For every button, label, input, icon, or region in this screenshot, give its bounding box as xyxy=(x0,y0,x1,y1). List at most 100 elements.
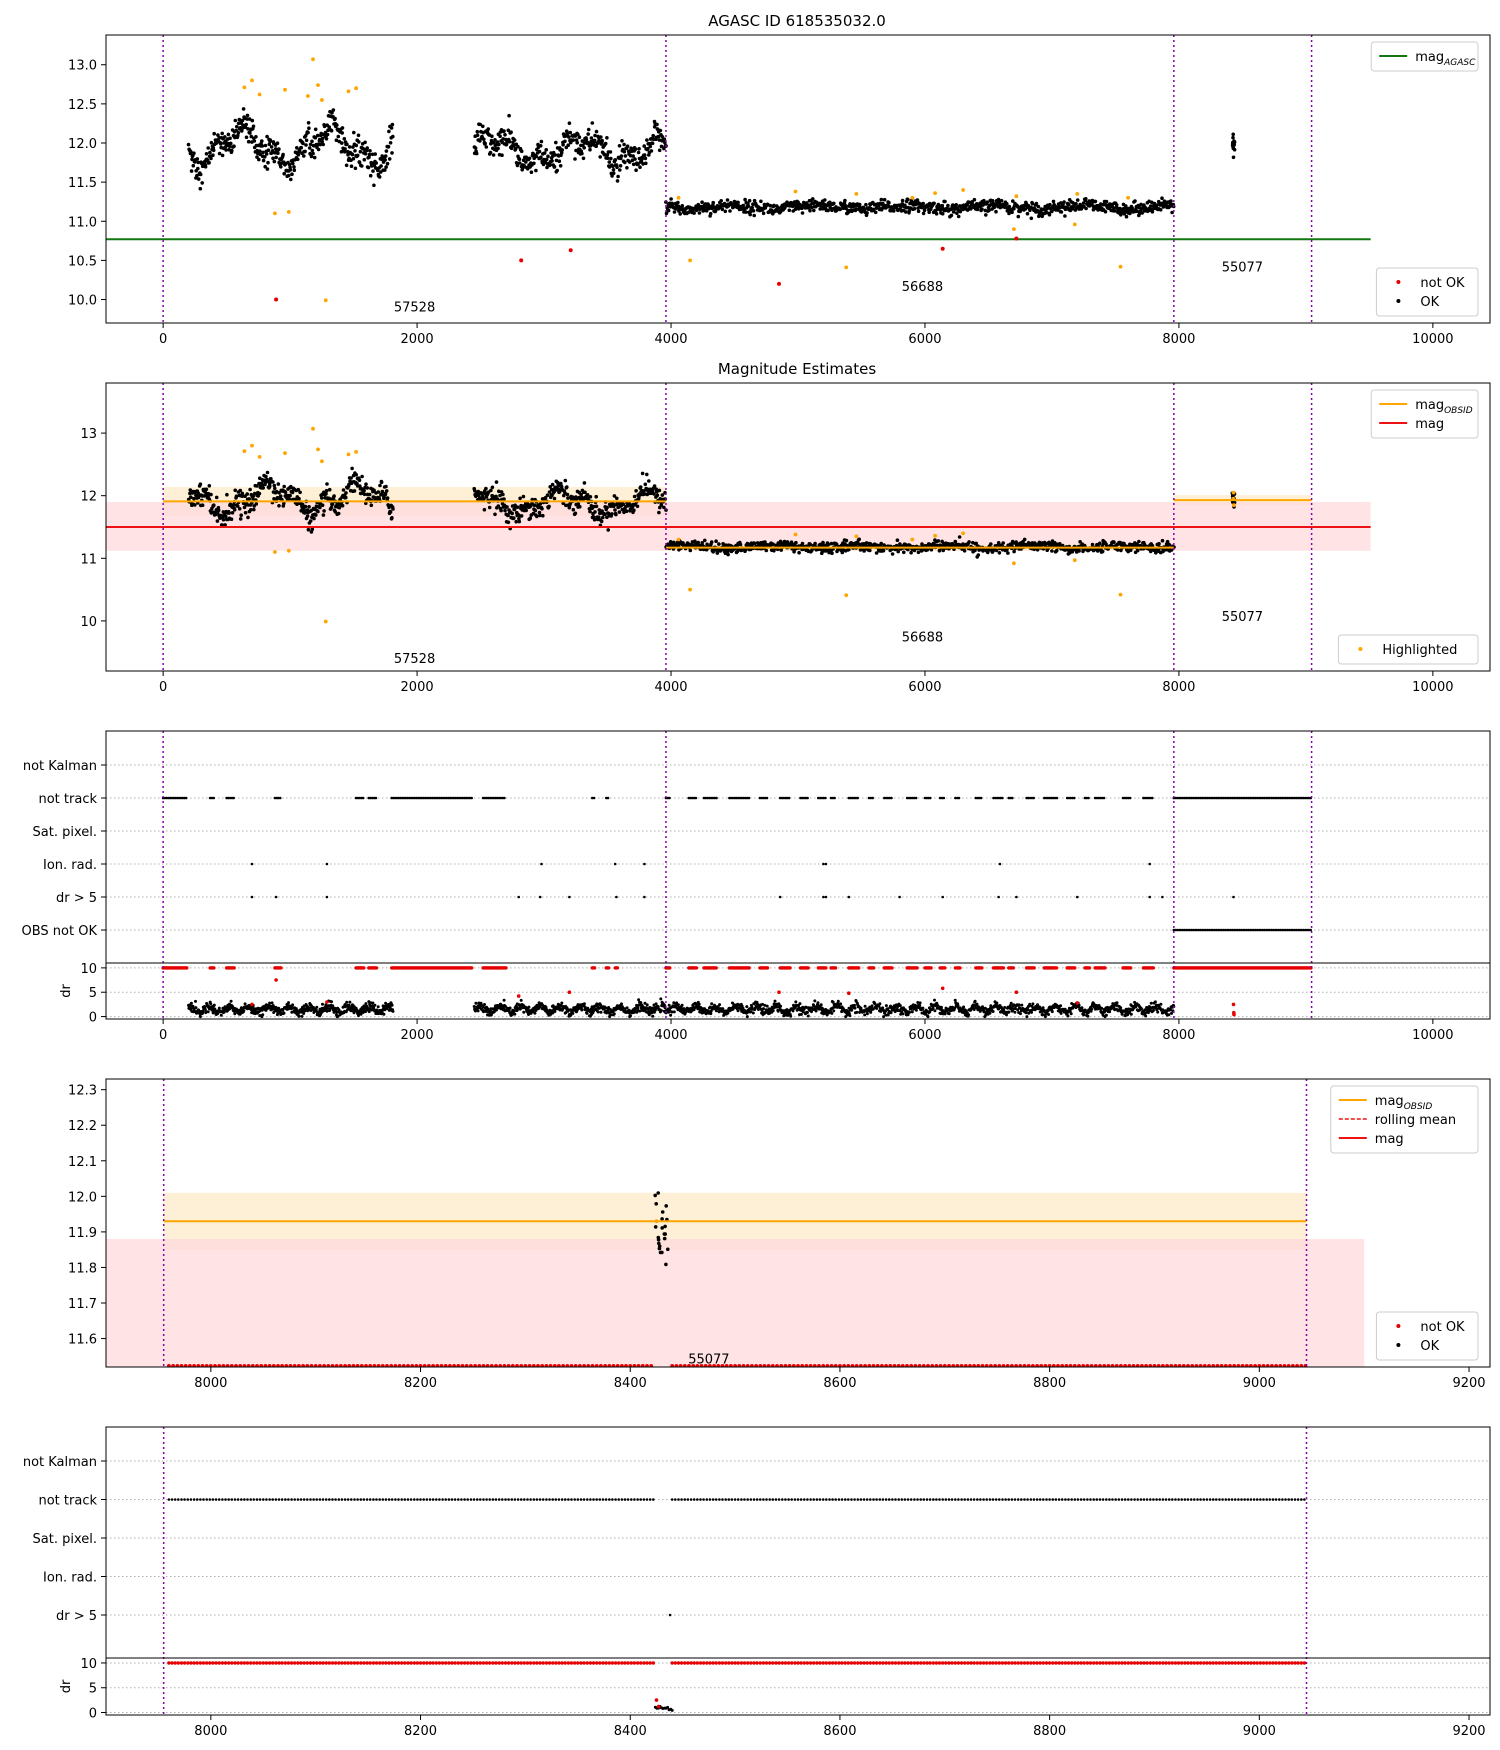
ok-point xyxy=(891,209,896,213)
ok-point xyxy=(384,165,388,169)
ok-point xyxy=(638,165,642,169)
ok-point xyxy=(334,138,339,142)
ok-point xyxy=(1114,203,1119,207)
ok-point xyxy=(1135,548,1140,553)
ok-point xyxy=(240,491,245,496)
ok-point xyxy=(220,153,225,158)
ok-point xyxy=(1048,202,1052,207)
flag-point xyxy=(1206,796,1209,800)
ok-point xyxy=(1050,549,1054,553)
ok-point xyxy=(631,162,636,167)
ok-point xyxy=(771,542,775,546)
ok-point xyxy=(474,151,479,156)
dr-point xyxy=(206,1010,210,1014)
ok-point xyxy=(994,209,998,214)
ok-point xyxy=(579,492,583,497)
ok-point xyxy=(211,148,216,153)
ok-point xyxy=(868,548,872,553)
ok-point xyxy=(481,124,485,129)
flag-point xyxy=(232,796,235,800)
ok-point xyxy=(624,509,629,513)
flag-point xyxy=(1220,928,1224,932)
flag-point xyxy=(184,796,188,800)
ok-point xyxy=(265,470,270,475)
obsid-label: 55077 xyxy=(1222,610,1263,625)
ok-point xyxy=(1103,209,1108,214)
ok-point xyxy=(282,484,287,489)
flag-point xyxy=(1085,796,1088,800)
flag-point xyxy=(1229,796,1232,800)
ok-point xyxy=(921,201,925,206)
ok-point xyxy=(534,154,539,159)
ok-point xyxy=(227,144,232,148)
ok-point xyxy=(279,165,283,169)
dr-point xyxy=(499,1002,503,1006)
ok-point xyxy=(483,141,488,146)
ok-point xyxy=(363,140,367,145)
ok-point xyxy=(499,508,503,513)
ok-point xyxy=(643,156,648,161)
ok-point xyxy=(1169,199,1173,203)
ok-point xyxy=(506,128,511,133)
y-tick-label: 12 xyxy=(80,490,97,505)
ok-point xyxy=(224,514,228,519)
flag-point xyxy=(786,796,789,800)
flag-point xyxy=(1211,928,1215,932)
ok-point xyxy=(611,164,615,168)
highlighted-point xyxy=(273,550,277,554)
ok-point xyxy=(1154,551,1158,555)
y-tick-label: 13 xyxy=(80,427,97,442)
ok-point xyxy=(496,146,500,151)
ok-point xyxy=(354,472,359,477)
dr-point xyxy=(314,1008,318,1012)
dr-point xyxy=(287,1001,290,1005)
flag-point xyxy=(998,862,1002,866)
ok-point xyxy=(720,207,725,212)
legend: Highlighted xyxy=(1337,634,1479,665)
ok-point xyxy=(984,213,988,217)
ok-point xyxy=(488,150,493,155)
flag-point xyxy=(273,796,277,800)
ok-point xyxy=(340,141,344,145)
ok-point xyxy=(355,153,360,158)
dr-point xyxy=(359,1012,363,1016)
flag-point xyxy=(429,796,433,800)
ok-point xyxy=(882,197,887,202)
flag-point xyxy=(1055,796,1059,800)
dr-point xyxy=(219,1013,223,1017)
dr-point xyxy=(672,1010,676,1014)
legend-frame xyxy=(1370,41,1479,72)
ok-point xyxy=(659,503,664,507)
ok-point xyxy=(311,151,315,156)
axes-frame xyxy=(105,34,1491,324)
dr-point xyxy=(261,1013,265,1017)
ok-point xyxy=(484,486,488,491)
flag-point xyxy=(1224,928,1227,932)
ok-point xyxy=(193,503,197,507)
not-track-points xyxy=(161,796,1312,800)
flag-point xyxy=(856,796,859,800)
dr-point xyxy=(281,1008,285,1012)
dr-point xyxy=(654,1002,658,1006)
ok-point xyxy=(932,542,936,547)
dr-point xyxy=(582,1002,586,1006)
ok-point xyxy=(973,548,977,553)
ok-point xyxy=(252,491,257,496)
ok-point xyxy=(223,523,227,527)
y-tick-label: 10.0 xyxy=(68,294,97,309)
ok-point xyxy=(1148,549,1153,554)
ok-point xyxy=(387,129,391,134)
ok-point xyxy=(309,508,314,513)
dr-point xyxy=(282,1011,286,1015)
dr-point xyxy=(502,1007,506,1011)
ok-point xyxy=(342,150,347,154)
flag-point xyxy=(1261,796,1264,800)
ok-point xyxy=(599,135,603,139)
ok-point xyxy=(557,159,562,163)
ok-point xyxy=(330,111,334,115)
flag-point xyxy=(1176,928,1179,932)
ok-point xyxy=(383,158,388,162)
ok-point xyxy=(216,505,221,510)
ok-point xyxy=(344,163,349,168)
highlighted-point xyxy=(1072,222,1077,227)
